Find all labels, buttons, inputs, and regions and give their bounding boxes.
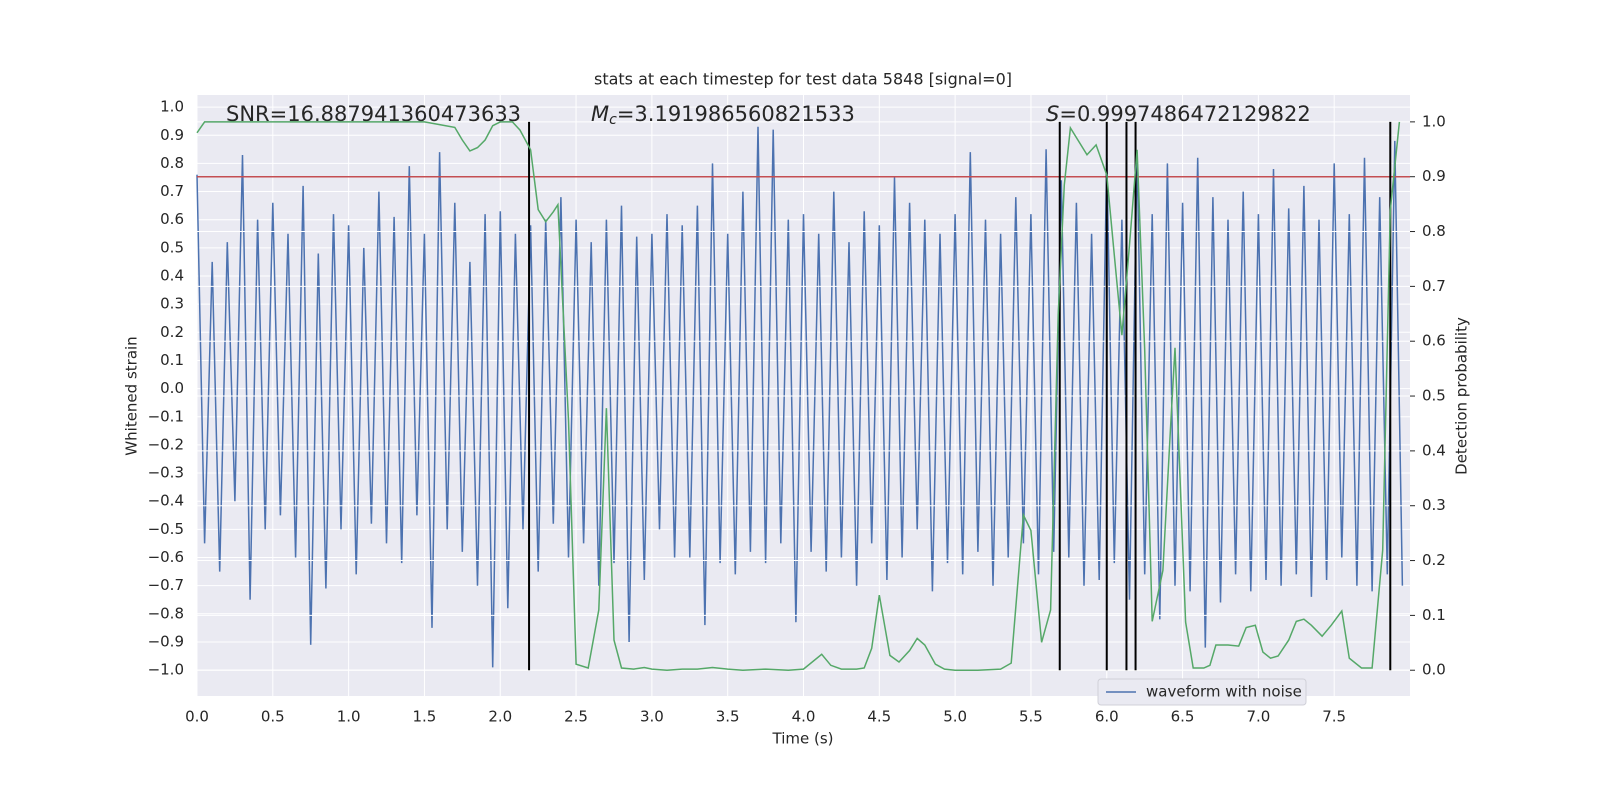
- y-tick-label: 0.7: [160, 182, 184, 200]
- y2-tick-label: 0.6: [1422, 332, 1446, 350]
- x-tick-label: 7.0: [1246, 708, 1270, 726]
- series-line: [196, 121, 1401, 671]
- y-tick-label: 0.1: [160, 351, 184, 369]
- y2-tick-label: 0.4: [1422, 441, 1446, 459]
- y-tick-label: −0.7: [148, 576, 184, 594]
- y-tick-label: 1.0: [160, 98, 184, 116]
- x-tick-label: 5.0: [943, 708, 967, 726]
- y-axis-label: Whitened strain: [123, 336, 141, 455]
- y-tick-label: 0.4: [160, 267, 184, 285]
- y2-tick-label: 1.0: [1422, 112, 1446, 130]
- chart-title: stats at each timestep for test data 584…: [594, 70, 1012, 89]
- y-tick-label: −0.2: [148, 435, 184, 453]
- annotation-subscript: c: [609, 112, 617, 128]
- legend-label: waveform with noise: [1146, 683, 1302, 701]
- legend-box: [1097, 678, 1307, 706]
- x-tick-label: 2.0: [488, 708, 512, 726]
- x-tick-label: 1.5: [413, 708, 437, 726]
- y-tick-label: 0.5: [160, 238, 184, 256]
- y-tick-label: 0.3: [160, 295, 184, 313]
- x-tick-label: 0.5: [261, 708, 285, 726]
- y-tick-label: 0.0: [160, 379, 184, 397]
- x-tick-label: 0.0: [185, 708, 209, 726]
- x-tick-label: 3.0: [640, 708, 664, 726]
- x-tick-label: 1.0: [337, 708, 361, 726]
- x-tick-label: 5.5: [1019, 708, 1043, 726]
- y-tick-label: −0.3: [148, 464, 184, 482]
- y2-tick-label: 0.0: [1422, 661, 1446, 679]
- series-line: [196, 126, 1404, 668]
- y-tick-label: −0.9: [148, 632, 184, 650]
- y-tick-label: 0.9: [160, 126, 184, 144]
- x-tick-label: 3.5: [716, 708, 740, 726]
- y2-tick-label: 0.7: [1422, 277, 1446, 295]
- annotation: Mc=3.191986560821533: [591, 102, 855, 128]
- y-tick-label: 0.6: [160, 210, 184, 228]
- x-tick-label: 4.5: [867, 708, 891, 726]
- y2-tick-label: 0.5: [1422, 387, 1446, 405]
- y-tick-label: −0.5: [148, 520, 184, 538]
- x-tick-label: 7.5: [1322, 708, 1346, 726]
- y2-tick-label: 0.2: [1422, 551, 1446, 569]
- y-tick-label: −1.0: [148, 661, 184, 679]
- y2-axis-label: Detection probability: [1453, 317, 1471, 475]
- annotation: S=0.9997486472129822: [1046, 102, 1311, 126]
- annotation-value: =0.9997486472129822: [1059, 102, 1310, 126]
- y-tick-label: −0.4: [148, 492, 184, 510]
- y-tick-label: −0.8: [148, 604, 184, 622]
- x-tick-label: 6.0: [1095, 708, 1119, 726]
- x-axis-label: Time (s): [772, 730, 834, 748]
- annotation-value: =3.191986560821533: [617, 102, 855, 126]
- x-tick-label: 6.5: [1171, 708, 1195, 726]
- x-tick-label: 4.0: [792, 708, 816, 726]
- y-tick-label: −0.6: [148, 548, 184, 566]
- y-tick-label: −0.1: [148, 407, 184, 425]
- y-tick-label: 0.2: [160, 323, 184, 341]
- y2-tick-label: 0.8: [1422, 222, 1446, 240]
- annotation-symbol: M: [591, 102, 609, 126]
- y-tick-label: 0.8: [160, 154, 184, 172]
- y2-tick-label: 0.3: [1422, 496, 1446, 514]
- annotation-symbol: S: [1046, 102, 1059, 126]
- x-tick-label: 2.5: [564, 708, 588, 726]
- y2-tick-label: 0.1: [1422, 606, 1446, 624]
- y2-tick-label: 0.9: [1422, 167, 1446, 185]
